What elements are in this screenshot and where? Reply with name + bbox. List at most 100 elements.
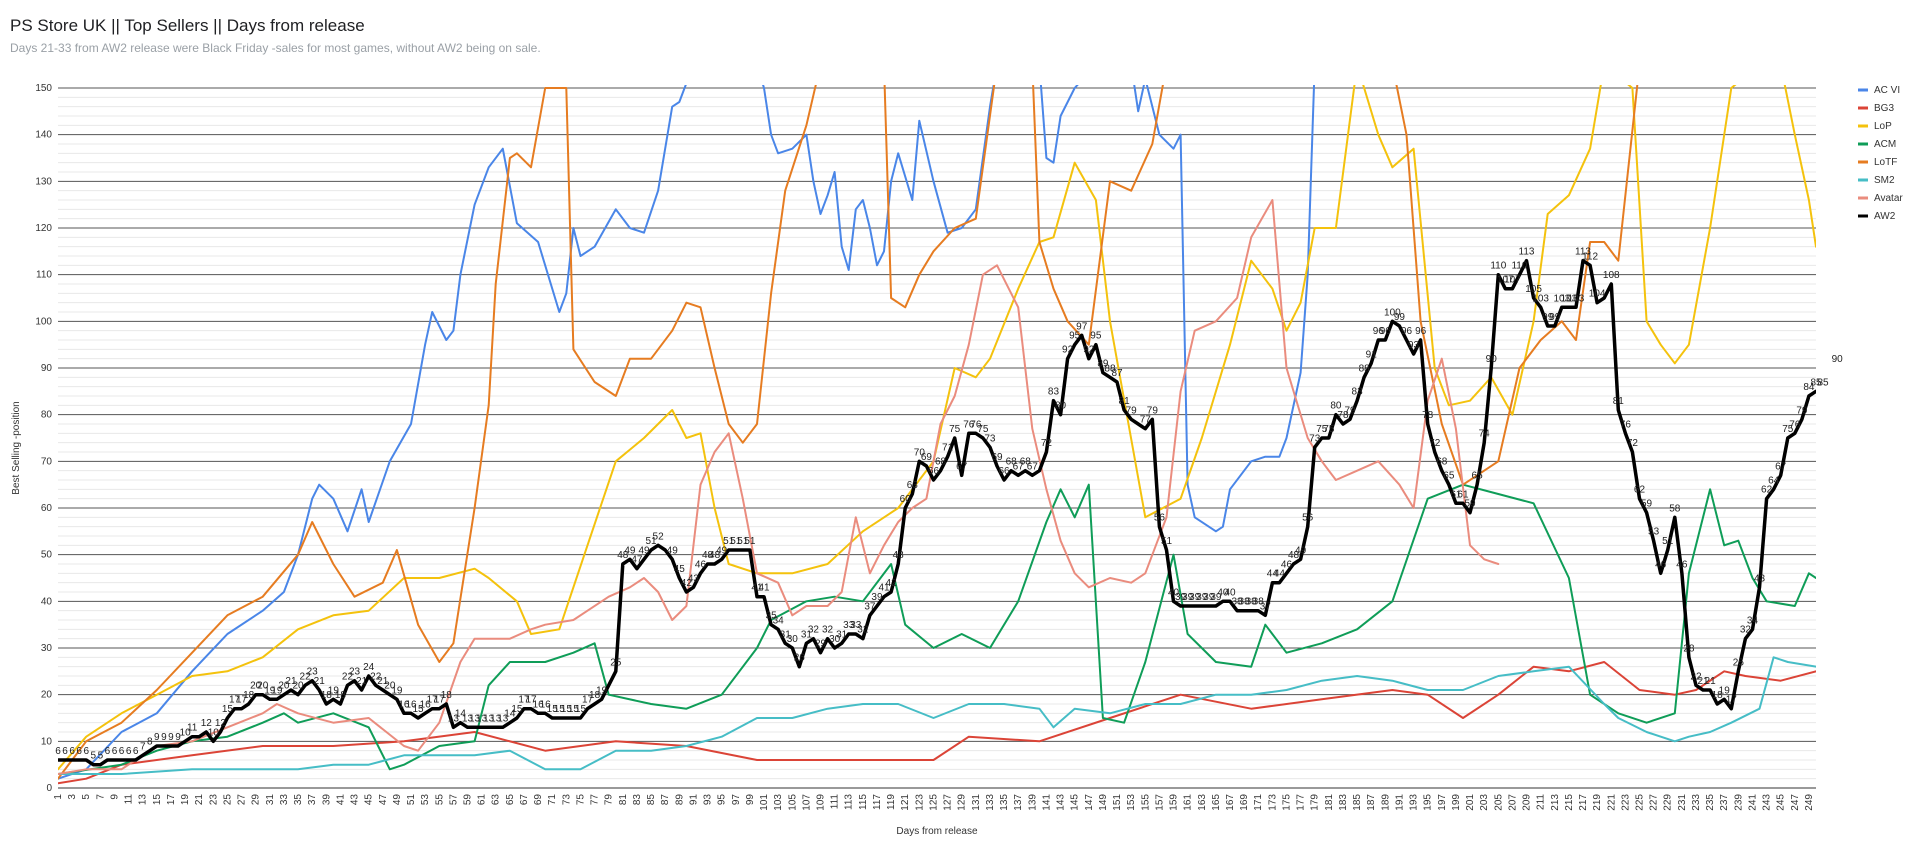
x-tick-label: 7 bbox=[95, 794, 106, 800]
data-label: 75 bbox=[1782, 424, 1794, 435]
data-label: 15 bbox=[511, 704, 523, 715]
data-label: 19 bbox=[1719, 685, 1731, 696]
y-tick-label: 150 bbox=[35, 83, 52, 94]
data-label: 107 bbox=[1504, 275, 1521, 286]
data-label: 43 bbox=[1754, 573, 1766, 584]
data-label: 40 bbox=[1168, 587, 1180, 598]
data-label: 48 bbox=[893, 550, 905, 561]
x-tick-label: 231 bbox=[1677, 794, 1688, 811]
x-tick-label: 23 bbox=[208, 794, 219, 806]
data-label: 13 bbox=[469, 713, 481, 724]
data-label: 103 bbox=[1568, 293, 1585, 304]
data-label: 23 bbox=[349, 667, 361, 678]
data-label: 38 bbox=[1246, 597, 1258, 608]
x-tick-label: 147 bbox=[1084, 794, 1095, 811]
data-label: 85 bbox=[1817, 377, 1829, 388]
data-label: 6 bbox=[76, 746, 82, 757]
x-tick-label: 53 bbox=[420, 794, 431, 806]
x-tick-label: 19 bbox=[180, 794, 191, 806]
data-label: 13 bbox=[476, 713, 488, 724]
data-label: 85 bbox=[1810, 377, 1822, 388]
x-tick-label: 77 bbox=[590, 794, 601, 806]
data-label: 68 bbox=[1436, 457, 1448, 468]
data-label: 32 bbox=[1740, 625, 1752, 636]
data-label: 49 bbox=[716, 545, 728, 556]
x-tick-label: 87 bbox=[660, 794, 671, 806]
data-label: 22 bbox=[370, 671, 382, 682]
data-label: 33 bbox=[850, 620, 862, 631]
data-label: 97 bbox=[1076, 321, 1088, 332]
data-label: 110 bbox=[1511, 261, 1527, 272]
data-label: 59 bbox=[1464, 499, 1476, 510]
data-label: 31 bbox=[836, 629, 848, 640]
data-label: 15 bbox=[568, 704, 580, 715]
data-label: 63 bbox=[907, 480, 919, 491]
data-label: 70 bbox=[914, 447, 926, 458]
data-label: 72 bbox=[1429, 438, 1441, 449]
data-label: 17 bbox=[1726, 695, 1738, 706]
data-label: 64 bbox=[1768, 475, 1780, 486]
series-line-aw2 bbox=[58, 258, 1816, 767]
x-tick-label: 163 bbox=[1197, 794, 1208, 811]
y-tick-label: 10 bbox=[41, 736, 53, 747]
data-label: 6 bbox=[62, 746, 68, 757]
data-label: 76 bbox=[963, 419, 975, 430]
data-label: 44 bbox=[1274, 569, 1286, 580]
x-tick-label: 181 bbox=[1324, 794, 1335, 811]
x-tick-label: 59 bbox=[462, 794, 473, 806]
x-tick-label: 183 bbox=[1338, 794, 1349, 811]
x-tick-label: 13 bbox=[138, 794, 149, 806]
x-tick-label: 81 bbox=[618, 794, 629, 806]
data-label: 61 bbox=[1457, 489, 1469, 500]
x-tick-label: 73 bbox=[561, 794, 572, 806]
x-tick-label: 93 bbox=[703, 794, 714, 806]
data-label: 62 bbox=[1761, 485, 1773, 496]
x-tick-label: 133 bbox=[985, 794, 996, 811]
data-label: 51 bbox=[744, 536, 756, 547]
x-tick-label: 127 bbox=[943, 794, 954, 811]
x-tick-label: 97 bbox=[731, 794, 742, 806]
x-tick-label: 221 bbox=[1606, 794, 1617, 811]
x-tick-label: 117 bbox=[872, 794, 883, 810]
x-tick-label: 247 bbox=[1790, 794, 1801, 811]
x-tick-label: 17 bbox=[166, 794, 177, 806]
x-tick-label: 167 bbox=[1225, 794, 1236, 811]
data-label: 19 bbox=[264, 685, 276, 696]
data-label: 76 bbox=[970, 419, 982, 430]
data-label: 78 bbox=[1422, 410, 1434, 421]
data-label: 18 bbox=[1712, 690, 1724, 701]
data-label: 15 bbox=[554, 704, 566, 715]
x-tick-label: 101 bbox=[759, 794, 770, 811]
y-tick-label: 50 bbox=[41, 550, 53, 561]
data-label: 108 bbox=[1603, 270, 1620, 281]
data-label: 59 bbox=[1641, 499, 1653, 510]
data-label: 65 bbox=[1472, 471, 1484, 482]
data-label: 12 bbox=[201, 718, 213, 729]
x-tick-label: 177 bbox=[1296, 794, 1307, 811]
data-label: 18 bbox=[335, 690, 347, 701]
data-label: 39 bbox=[1210, 592, 1222, 603]
data-label: 107 bbox=[1497, 275, 1514, 286]
data-label: 20 bbox=[250, 681, 262, 692]
data-label: 32 bbox=[822, 625, 834, 636]
data-label: 79 bbox=[1126, 405, 1138, 416]
data-label: 43 bbox=[688, 573, 700, 584]
data-label: 99 bbox=[1549, 312, 1561, 323]
y-axis-ticks: 0 10 20 30 40 50 60 70 80 90 100 110 120 130 140 150 bbox=[35, 83, 52, 794]
data-label: 9 bbox=[161, 732, 167, 743]
legend-label: LoTF bbox=[1874, 157, 1897, 168]
y-tick-label: 80 bbox=[41, 410, 53, 421]
data-label: 21 bbox=[1697, 676, 1709, 687]
data-label: 28 bbox=[1683, 643, 1695, 654]
data-label: 60 bbox=[900, 494, 912, 505]
data-label: 99 bbox=[1394, 312, 1406, 323]
data-label: 38 bbox=[1239, 597, 1251, 608]
x-tick-label: 111 bbox=[830, 794, 841, 810]
data-label: 12 bbox=[215, 718, 227, 729]
x-tick-label: 171 bbox=[1253, 794, 1264, 811]
data-label: 18 bbox=[321, 690, 333, 701]
minor-gridlines bbox=[58, 96, 1816, 780]
data-label: 10 bbox=[208, 727, 220, 738]
x-tick-label: 245 bbox=[1776, 794, 1787, 811]
x-tick-label: 223 bbox=[1620, 794, 1631, 811]
